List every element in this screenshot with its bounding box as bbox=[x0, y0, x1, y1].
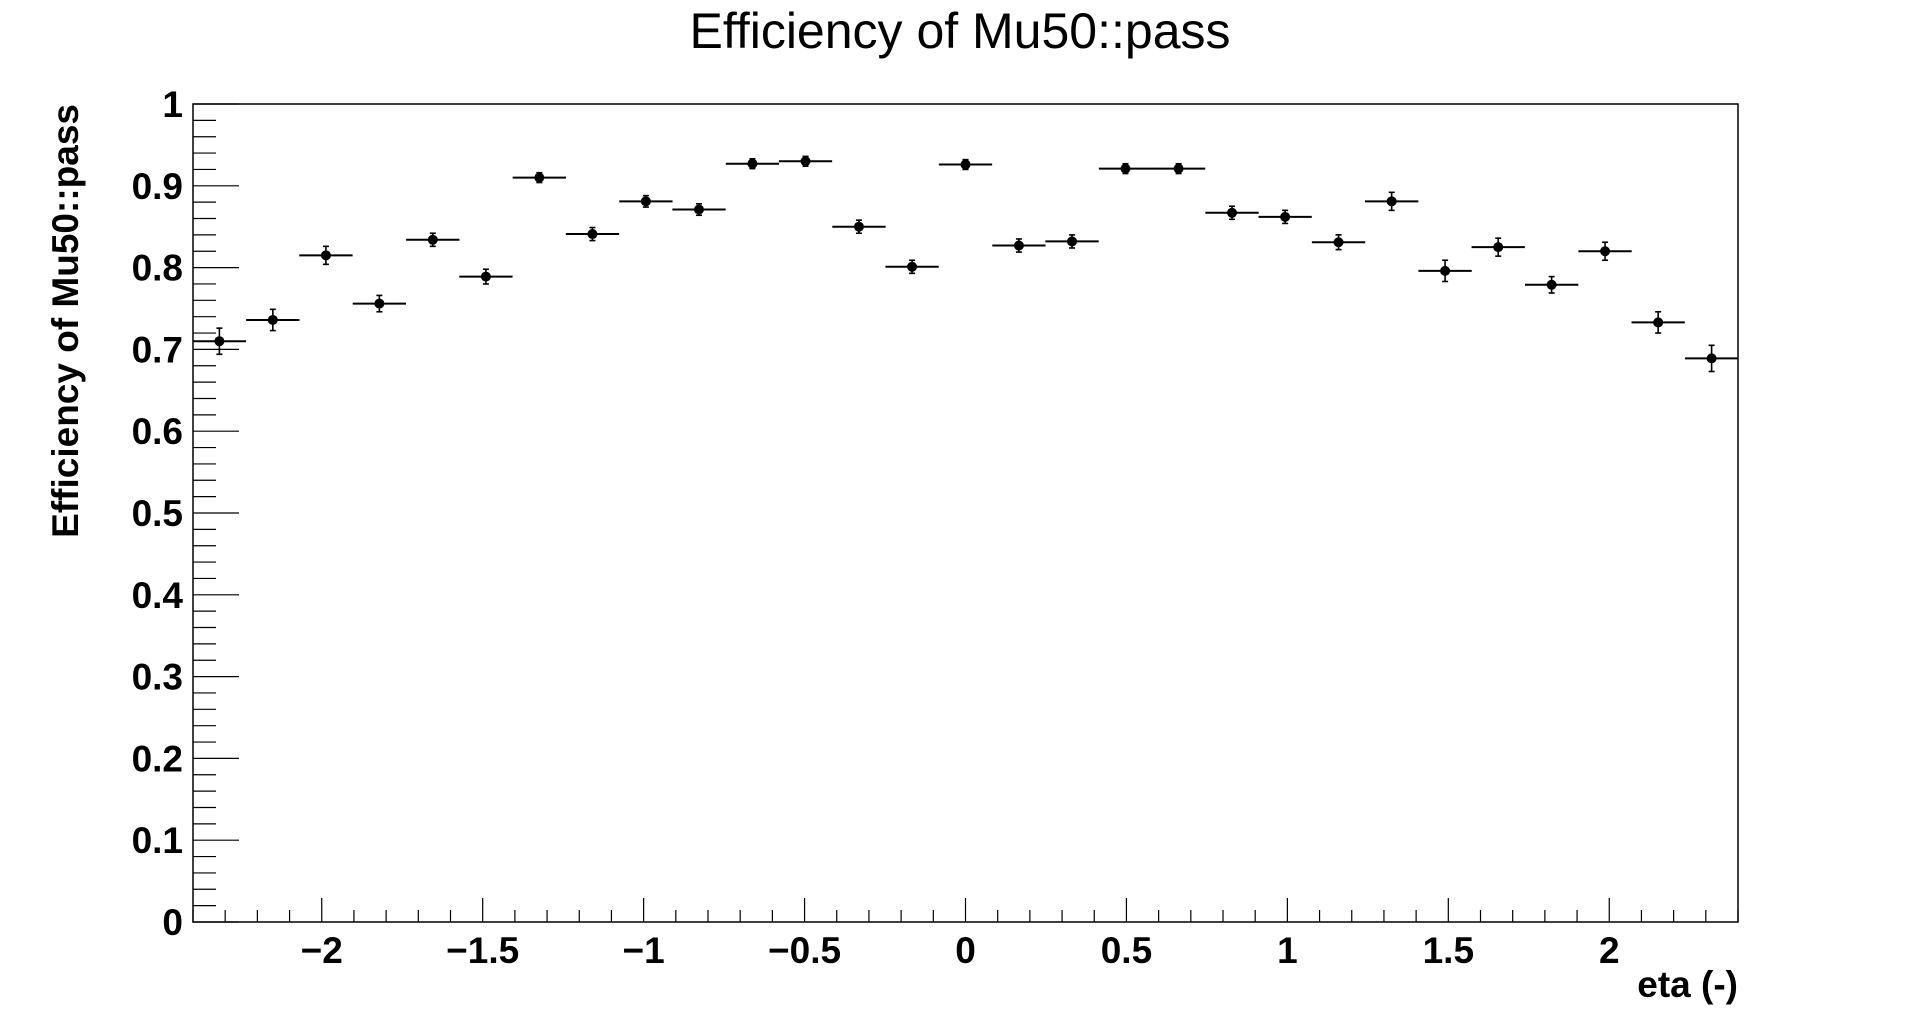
y-tick-label: 0.9 bbox=[132, 166, 183, 207]
y-tick-label: 0.3 bbox=[132, 657, 183, 698]
marker bbox=[534, 172, 545, 183]
marker bbox=[1600, 246, 1611, 257]
y-tick-label: 0 bbox=[162, 902, 183, 943]
x-axis-ticks: −2 −1.5 −1 −0.5 0 0.5 1 1.5 2 bbox=[192, 898, 1739, 971]
x-axis-label: eta (-) bbox=[1637, 964, 1738, 1005]
x-tick-label: 0.5 bbox=[1101, 930, 1152, 971]
data-point bbox=[778, 155, 833, 167]
marker bbox=[1706, 353, 1717, 364]
data-point bbox=[1258, 209, 1312, 225]
data-point bbox=[1631, 310, 1685, 334]
marker bbox=[1280, 211, 1291, 222]
marker bbox=[907, 261, 918, 272]
marker bbox=[1173, 163, 1184, 174]
marker bbox=[640, 196, 651, 207]
x-tick-label: −1 bbox=[623, 930, 665, 971]
data-point bbox=[619, 194, 673, 208]
plot-frame bbox=[192, 103, 1739, 923]
data-point bbox=[1471, 237, 1525, 257]
data-point bbox=[192, 327, 247, 356]
y-tick-label: 0.7 bbox=[132, 329, 183, 370]
x-tick-label: −0.5 bbox=[768, 930, 841, 971]
data-point bbox=[1578, 241, 1632, 262]
marker bbox=[1440, 265, 1451, 276]
data-point bbox=[1365, 191, 1419, 212]
data-point bbox=[992, 238, 1046, 253]
data-point bbox=[1098, 162, 1153, 175]
data-point bbox=[1418, 259, 1472, 283]
y-axis-label: Efficiency of Mu50::pass bbox=[45, 104, 86, 538]
marker bbox=[1333, 237, 1344, 248]
data-point bbox=[1311, 234, 1366, 251]
y-axis-ticks: 0 0.1 0.2 0.3 0.4 0.5 0.6 0.7 0.8 0.9 1 bbox=[132, 84, 239, 943]
data-point bbox=[512, 171, 566, 184]
data-point bbox=[1045, 234, 1099, 249]
data-point bbox=[299, 245, 353, 266]
marker bbox=[853, 221, 864, 232]
data-point bbox=[885, 259, 939, 275]
data-point bbox=[459, 268, 513, 285]
marker bbox=[960, 159, 971, 170]
marker bbox=[1013, 240, 1024, 251]
marker bbox=[800, 156, 811, 167]
marker bbox=[480, 271, 491, 282]
marker bbox=[1653, 317, 1664, 328]
marker bbox=[320, 250, 331, 261]
marker bbox=[374, 298, 385, 309]
data-point bbox=[406, 232, 460, 248]
marker bbox=[1546, 279, 1557, 290]
data-point bbox=[725, 158, 780, 170]
data-point bbox=[1684, 344, 1739, 373]
marker bbox=[427, 234, 438, 245]
data-point bbox=[1205, 205, 1259, 221]
marker bbox=[1493, 242, 1504, 253]
marker bbox=[267, 314, 278, 325]
marker bbox=[1227, 207, 1238, 218]
data-point bbox=[352, 294, 407, 313]
y-tick-label: 0.4 bbox=[132, 575, 184, 616]
x-tick-label: −1.5 bbox=[446, 930, 519, 971]
data-point bbox=[832, 219, 886, 235]
y-tick-label: 0.6 bbox=[132, 411, 183, 452]
data-point bbox=[246, 308, 300, 332]
y-tick-label: 0.5 bbox=[132, 493, 183, 534]
x-tick-label: 1.5 bbox=[1423, 930, 1474, 971]
data-points bbox=[192, 155, 1739, 373]
marker bbox=[1386, 196, 1397, 207]
chart-title: Efficiency of Mu50::pass bbox=[689, 3, 1230, 59]
data-point bbox=[672, 202, 726, 217]
data-point bbox=[1151, 162, 1206, 175]
data-point bbox=[565, 226, 620, 242]
y-tick-label: 0.1 bbox=[132, 820, 183, 861]
marker bbox=[747, 158, 758, 169]
marker bbox=[1120, 163, 1131, 174]
x-tick-label: 2 bbox=[1599, 930, 1620, 971]
x-tick-label: −2 bbox=[301, 930, 343, 971]
y-tick-label: 0.2 bbox=[132, 738, 183, 779]
y-tick-label: 0.8 bbox=[132, 248, 183, 289]
y-tick-label: 1 bbox=[162, 84, 183, 125]
marker bbox=[587, 229, 598, 240]
data-point bbox=[938, 158, 993, 171]
x-tick-label: 1 bbox=[1277, 930, 1298, 971]
marker bbox=[693, 204, 704, 215]
data-point bbox=[1524, 275, 1579, 294]
marker bbox=[214, 336, 225, 347]
marker bbox=[1067, 236, 1078, 247]
x-tick-label: 0 bbox=[955, 930, 976, 971]
